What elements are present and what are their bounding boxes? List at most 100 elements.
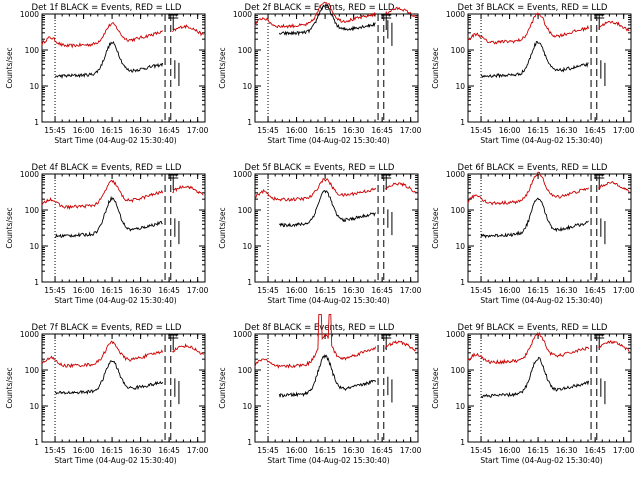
x-tick-label: 17:00 [613,446,635,455]
x-tick-label: 16:45 [584,446,606,455]
x-axis-label: Start Time (04-Aug-02 15:30:40) [480,456,602,465]
x-axis-label: Start Time (04-Aug-02 15:30:40) [480,296,602,305]
panel-title: Det 8f BLACK = Events, RED = LLD [245,323,395,333]
series-lld-line [172,343,204,355]
panel-4: Det 4f BLACK = Events, RED = LLD 1 10 100 10… [5,163,209,305]
y-tick-label: 10 [29,82,39,91]
y-axis-label: Counts/sec [431,207,440,248]
x-tick-label: 16:00 [73,286,95,295]
series-lld-line [598,339,630,353]
x-tick-label: 17:00 [400,126,422,135]
panel-title: Det 7f BLACK = Events, RED = LLD [32,323,182,333]
x-tick-label: 17:00 [400,286,422,295]
x-tick-label: 15:45 [44,446,66,455]
plot-frame [41,13,206,123]
x-tick-label: 15:45 [470,286,492,295]
x-tick-label: 15:45 [470,126,492,135]
panel-title: Det 6f BLACK = Events, RED = LLD [458,163,608,173]
y-axis-label: Counts/sec [218,367,227,408]
x-tick-label: 16:45 [371,126,393,135]
y-tick-label: 1 [460,438,465,447]
x-tick-label: 16:00 [73,126,95,135]
y-tick-label: 10 [455,402,465,411]
x-axis-label: Start Time (04-Aug-02 15:30:40) [267,456,389,465]
series-events-line [278,354,376,398]
panel-2: Det 2f BLACK = Events, RED = LLD 1 10 100 10… [218,1,422,145]
series-lld-line [172,24,204,37]
y-tick-label: 100 [238,206,253,215]
y-tick-label: 100 [25,206,40,215]
panel-title: Det 9f BLACK = Events, RED = LLD [458,323,608,333]
x-tick-label: 15:45 [44,126,66,135]
y-tick-label: 1 [34,438,39,447]
panel-9: Det 9f BLACK = Events, RED = LLD 1 10 100 10… [431,323,635,465]
series-lld-line [467,12,590,45]
series-lld-line [254,313,377,369]
x-tick-label: 16:00 [286,286,308,295]
x-tick-label: 16:00 [499,446,521,455]
y-tick-label: 1 [247,438,252,447]
series-lld-line [385,182,417,194]
y-tick-label: 1000 [20,170,39,179]
y-axis-label: Counts/sec [431,367,440,408]
x-tick-label: 17:00 [187,446,209,455]
panel-7: Det 7f BLACK = Events, RED = LLD 1 10 100 10… [5,323,209,465]
x-tick-label: 16:30 [130,446,152,455]
x-tick-label: 15:45 [470,446,492,455]
x-tick-label: 16:30 [556,286,578,295]
y-tick-label: 1000 [20,330,39,339]
series-lld-line [254,1,376,29]
panel-title: Det 3f BLACK = Events, RED = LLD [458,3,608,13]
x-tick-label: 16:15 [101,286,123,295]
x-tick-label: 16:45 [371,446,393,455]
x-tick-label: 17:00 [187,286,209,295]
x-axis-label: Start Time (04-Aug-02 15:30:40) [267,136,389,145]
plot-frame [254,333,419,443]
y-tick-label: 100 [238,366,253,375]
y-tick-label: 1000 [233,330,252,339]
y-tick-label: 10 [455,82,465,91]
y-tick-label: 10 [29,402,39,411]
x-tick-label: 17:00 [613,286,635,295]
x-tick-label: 16:30 [130,286,152,295]
x-tick-label: 17:00 [613,126,635,135]
y-tick-label: 100 [238,46,253,55]
series-events-line [279,190,376,228]
x-tick-label: 16:00 [286,126,308,135]
series-lld-line [42,340,164,369]
x-axis-label: Start Time (04-Aug-02 15:30:40) [54,456,176,465]
y-tick-label: 1 [247,118,252,127]
x-tick-label: 15:45 [257,446,279,455]
panel-5: Det 5f BLACK = Events, RED = LLD 1 10 100 10… [218,163,422,305]
panel-8: Det 8f BLACK = Events, RED = LLD 1 10 100 10… [218,313,422,465]
x-tick-label: 16:30 [343,446,365,455]
y-tick-label: 1 [34,118,39,127]
x-tick-label: 16:15 [314,126,336,135]
plot-frame [254,13,419,123]
x-tick-label: 15:45 [257,126,279,135]
y-axis-label: Counts/sec [431,47,440,88]
plot-frame [254,173,419,283]
x-axis-label: Start Time (04-Aug-02 15:30:40) [267,296,389,305]
x-axis-label: Start Time (04-Aug-02 15:30:40) [54,136,176,145]
series-lld-line [172,184,204,196]
series-events-line [54,41,164,80]
plot-frame [41,173,206,283]
y-tick-label: 100 [25,46,40,55]
x-tick-label: 16:45 [584,126,606,135]
x-tick-label: 16:00 [73,446,95,455]
x-tick-label: 16:45 [584,286,606,295]
series-lld-line [598,20,630,32]
series-events-line [278,3,376,37]
y-axis-label: Counts/sec [5,207,14,248]
x-tick-label: 16:45 [158,446,180,455]
x-tick-label: 16:45 [158,286,180,295]
y-tick-label: 10 [242,402,252,411]
x-tick-label: 16:30 [556,446,578,455]
x-tick-label: 16:00 [286,446,308,455]
y-tick-label: 10 [29,242,39,251]
y-tick-label: 10 [242,82,252,91]
y-tick-label: 100 [451,46,466,55]
y-tick-label: 1 [34,278,39,287]
